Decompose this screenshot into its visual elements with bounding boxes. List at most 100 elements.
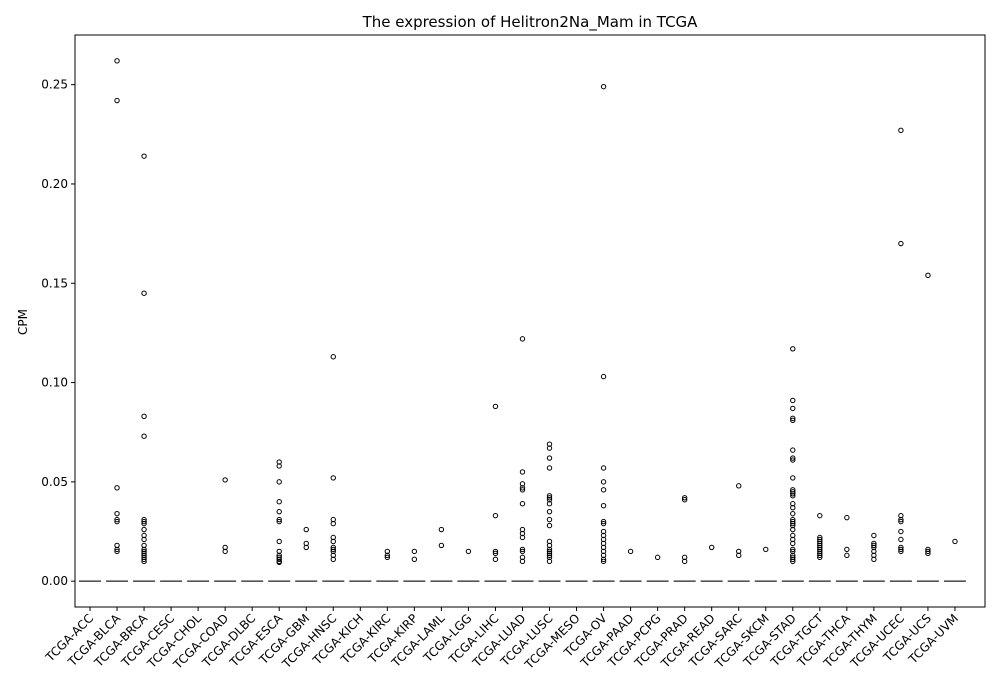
outlier-point bbox=[681, 497, 688, 503]
outlier-point bbox=[276, 518, 282, 525]
outlier-point bbox=[411, 556, 418, 563]
outlier-point bbox=[790, 493, 796, 499]
outlier-point bbox=[114, 516, 120, 523]
y-tick-label: 0.10 bbox=[41, 376, 68, 390]
outlier-point bbox=[411, 548, 418, 555]
outlier-point bbox=[790, 510, 796, 517]
y-tick-label: 0.00 bbox=[41, 574, 68, 588]
outlier-point bbox=[790, 558, 796, 565]
outlier-point bbox=[790, 504, 796, 511]
outlier-point bbox=[492, 556, 499, 563]
outlier-point bbox=[141, 556, 147, 563]
outlier-point bbox=[925, 272, 931, 279]
outlier-point bbox=[681, 558, 688, 565]
outlier-point bbox=[276, 559, 282, 566]
outlier-point bbox=[925, 550, 931, 557]
outlier-point bbox=[384, 554, 391, 561]
outlier-point bbox=[600, 83, 607, 90]
outlier-point bbox=[330, 546, 336, 553]
outlier-point bbox=[519, 534, 526, 541]
outlier-point bbox=[600, 558, 607, 565]
outlier-point bbox=[790, 475, 796, 481]
outlier-point bbox=[790, 447, 796, 453]
y-tick-label: 0.25 bbox=[41, 78, 68, 92]
outlier-point bbox=[141, 536, 147, 543]
outlier-point bbox=[790, 457, 796, 463]
outlier-point bbox=[384, 552, 391, 559]
outlier-point bbox=[790, 455, 796, 461]
outlier-point bbox=[600, 518, 607, 525]
outlier-point bbox=[898, 528, 904, 535]
outlier-point bbox=[790, 415, 796, 422]
outlier-point bbox=[627, 548, 634, 555]
outlier-point bbox=[114, 546, 120, 553]
outlier-point bbox=[141, 526, 147, 533]
outlier-point bbox=[492, 548, 499, 555]
outlier-point bbox=[844, 552, 850, 559]
outlier-point bbox=[790, 346, 796, 352]
outlier-point bbox=[114, 97, 120, 104]
outlier-point bbox=[708, 544, 715, 551]
outlier-point bbox=[600, 479, 607, 485]
outlier-point bbox=[898, 516, 904, 523]
outlier-point bbox=[141, 290, 147, 296]
y-tick-label: 0.20 bbox=[41, 177, 68, 191]
outlier-point bbox=[790, 405, 796, 412]
outlier-point bbox=[898, 240, 904, 247]
outlier-point bbox=[952, 538, 958, 545]
outlier-point bbox=[898, 548, 904, 555]
outlier-point bbox=[898, 127, 904, 134]
plot-area: 0.000.050.100.150.200.25TCGA-ACCTCGA-BLC… bbox=[41, 58, 966, 672]
outlier-point bbox=[141, 433, 147, 439]
outlier-point bbox=[114, 510, 120, 517]
outlier-point bbox=[600, 487, 607, 493]
outlier-point bbox=[438, 542, 445, 549]
outlier-point bbox=[546, 495, 553, 501]
y-tick-label: 0.15 bbox=[41, 276, 68, 290]
outlier-point bbox=[736, 483, 742, 489]
outlier-point bbox=[330, 475, 336, 481]
outlier-point bbox=[330, 520, 336, 527]
outlier-point bbox=[114, 58, 120, 64]
outlier-point bbox=[330, 354, 336, 360]
outlier-point bbox=[141, 520, 147, 527]
outlier-point bbox=[600, 503, 607, 509]
outlier-point bbox=[736, 552, 742, 559]
outlier-point bbox=[492, 403, 499, 410]
outlier-point bbox=[222, 548, 228, 555]
outlier-point bbox=[276, 538, 282, 545]
outlier-point bbox=[817, 554, 823, 561]
outlier-point bbox=[222, 477, 228, 483]
outlier-point bbox=[519, 487, 526, 493]
y-tick-label: 0.05 bbox=[41, 475, 68, 489]
outlier-point bbox=[492, 550, 499, 557]
outlier-point bbox=[817, 552, 823, 559]
outlier-point bbox=[790, 491, 796, 497]
outlier-point bbox=[790, 556, 796, 563]
outlier-point bbox=[790, 417, 796, 424]
outlier-point bbox=[790, 397, 796, 404]
outlier-point bbox=[114, 518, 120, 525]
outlier-point bbox=[898, 536, 904, 543]
outlier-point bbox=[790, 520, 796, 527]
outlier-point bbox=[141, 153, 147, 159]
outlier-point bbox=[844, 546, 850, 553]
outlier-point bbox=[303, 544, 309, 551]
outlier-point bbox=[492, 512, 499, 519]
outlier-point bbox=[546, 465, 553, 471]
outlier-point bbox=[790, 526, 796, 533]
outlier-point bbox=[276, 499, 282, 505]
outlier-point bbox=[871, 542, 877, 549]
outlier-point bbox=[276, 556, 282, 563]
outlier-point bbox=[303, 526, 309, 533]
outlier-point bbox=[925, 548, 931, 555]
outlier-point bbox=[546, 552, 553, 559]
outlier-point bbox=[519, 546, 526, 553]
outlier-point bbox=[276, 479, 282, 485]
outlier-point bbox=[546, 455, 553, 461]
outlier-point bbox=[141, 558, 147, 565]
outlier-point bbox=[330, 556, 336, 563]
outlier-point bbox=[871, 556, 877, 563]
outlier-point bbox=[681, 495, 688, 501]
